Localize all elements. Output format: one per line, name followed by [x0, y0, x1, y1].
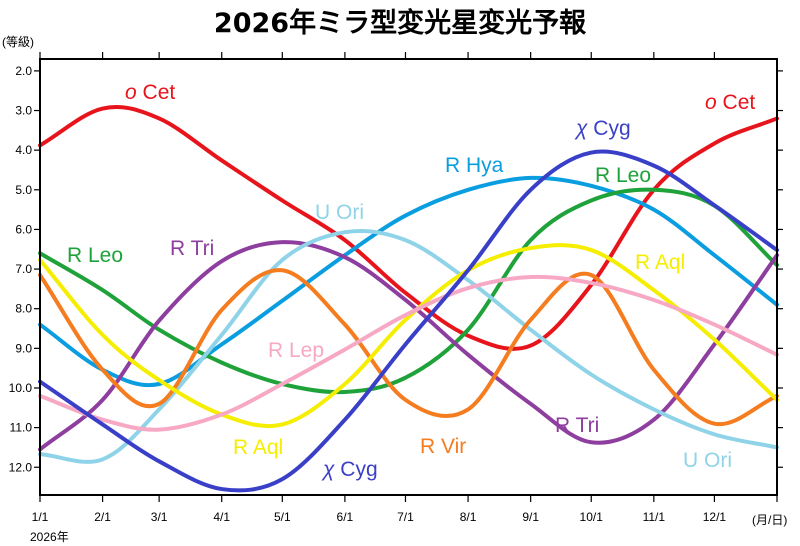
y-tick-label: 8.0 — [15, 302, 32, 316]
series-label: R Tri — [555, 414, 599, 437]
x-tick-label: 1/1 — [32, 510, 49, 524]
series-label: o Cet — [705, 91, 755, 114]
x-tick-label: 4/1 — [213, 510, 230, 524]
series-label: R Tri — [170, 237, 214, 260]
series-label: R Leo — [595, 164, 651, 187]
series-label: χ Cyg — [321, 458, 378, 481]
axes: 2.0 3.0 4.0 5.0 6.0 7.0 8.0 9.0 10.0 11.0 12.0 1/1 2… — [9, 52, 783, 524]
series-label-text: R Leo — [595, 164, 651, 187]
x-axis-label: (月/日) — [752, 513, 787, 527]
series-label-text: R Tri — [170, 237, 214, 260]
series-label: U Ori — [683, 449, 732, 472]
series-label: R Aql — [635, 251, 685, 274]
series-label: χ Cyg — [574, 117, 631, 140]
plot-frame — [39, 58, 778, 496]
x-tick-label: 9/1 — [522, 510, 539, 524]
year-label: 2026年 — [30, 530, 69, 544]
series-label-text: R Leo — [67, 244, 123, 267]
y-tick-label: 5.0 — [15, 183, 32, 197]
series-line-uori — [38, 228, 779, 464]
y-tick-label: 3.0 — [15, 104, 32, 118]
series-line-rhya — [38, 175, 779, 388]
series-line-cyg — [38, 149, 779, 493]
series-label: R Vir — [420, 435, 466, 458]
curves — [38, 104, 779, 493]
series-label-symbol: o — [125, 81, 137, 104]
y-tick-label: 9.0 — [15, 341, 32, 355]
series-label-text: R Vir — [420, 435, 466, 458]
chart-title: 2026年ミラ型変光星変光予報 — [214, 7, 587, 39]
series-label-text: U Ori — [683, 449, 732, 472]
series-label: U Ori — [315, 201, 364, 224]
series-label: R Hya — [445, 154, 504, 177]
series-label-text: Cyg — [334, 458, 377, 481]
series-label: R Leo — [67, 244, 123, 267]
series-line-rvir — [38, 268, 779, 427]
series-label-text: R Aql — [233, 436, 283, 459]
x-tick-label: 2/1 — [94, 510, 111, 524]
series-line-rleo — [38, 187, 779, 395]
y-tick-label: 6.0 — [15, 222, 32, 236]
series-label-text: U Ori — [315, 201, 364, 224]
series-label: R Lep — [268, 339, 324, 362]
series-line-rlep — [38, 274, 779, 432]
y-tick-label: 4.0 — [15, 143, 32, 157]
y-tick-label: 11.0 — [10, 421, 33, 435]
series-line-raql — [38, 243, 779, 429]
series-label-text: Cet — [717, 91, 756, 114]
y-tick-label: 10.0 — [9, 381, 33, 395]
x-tick-label: 8/1 — [460, 510, 477, 524]
series-label-text: Cet — [137, 81, 176, 104]
x-tick-label: 7/1 — [397, 510, 414, 524]
series-label-text: R Tri — [555, 414, 599, 437]
series-label-symbol: χ — [321, 458, 335, 481]
series-label: R Aql — [233, 436, 283, 459]
series-label: o Cet — [125, 81, 175, 104]
x-tick-label: 6/1 — [337, 510, 354, 524]
series-label-symbol: o — [705, 91, 717, 114]
y-axis-label: (等級) — [2, 35, 34, 49]
series-label-text: Cyg — [587, 117, 630, 140]
y-tick-label: 12.0 — [9, 460, 33, 474]
x-tick-label: 11/1 — [643, 510, 666, 524]
x-tick-label: 12/1 — [703, 510, 727, 524]
x-tick-label: 10/1 — [580, 510, 604, 524]
y-tick-label: 2.0 — [15, 64, 32, 78]
x-tick-label: 5/1 — [274, 510, 291, 524]
series-label-symbol: χ — [574, 117, 588, 140]
x-tick-label: 3/1 — [151, 510, 168, 524]
series-label-text: R Hya — [445, 154, 504, 177]
series-label-text: R Aql — [635, 251, 685, 274]
series-label-text: R Lep — [268, 339, 324, 362]
y-tick-label: 7.0 — [15, 262, 32, 276]
